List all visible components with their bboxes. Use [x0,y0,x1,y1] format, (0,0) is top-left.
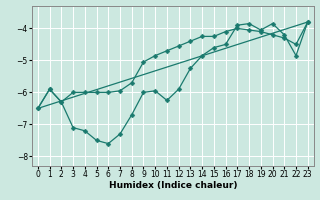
X-axis label: Humidex (Indice chaleur): Humidex (Indice chaleur) [108,181,237,190]
